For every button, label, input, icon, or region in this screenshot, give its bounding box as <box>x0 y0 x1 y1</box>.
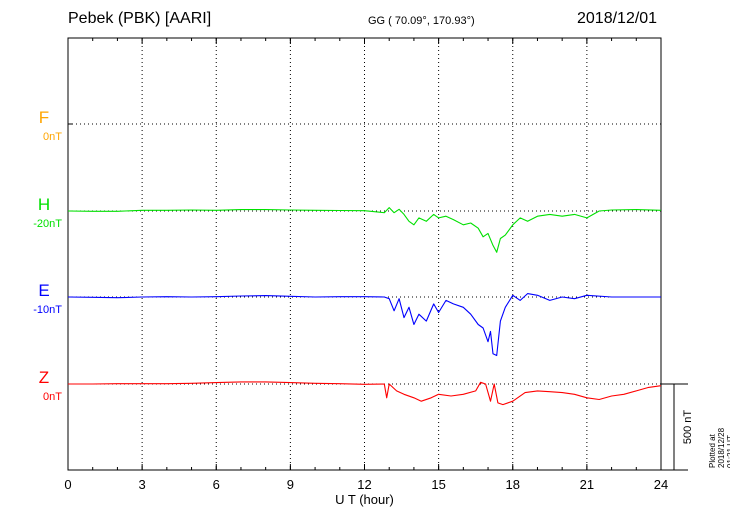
scale-bar-label: 500 nT <box>682 410 694 445</box>
x-tick-label: 0 <box>64 477 71 492</box>
plotted-timestamp: Plotted at 2018/12/28 01:21 UT <box>708 427 730 468</box>
x-tick-label: 12 <box>357 477 371 492</box>
series-line-h <box>67 207 662 253</box>
x-tick-label: 24 <box>654 477 668 492</box>
x-tick-label: 21 <box>580 477 594 492</box>
x-axis-label: U T (hour) <box>335 492 394 507</box>
x-tick-label: 18 <box>506 477 520 492</box>
series-label-z: Z <box>39 368 49 387</box>
geo-coordinates: GG ( 70.09°, 170.93°) <box>368 15 475 27</box>
x-tick-label: 3 <box>139 477 146 492</box>
series-label-h: H <box>38 195 50 214</box>
chart-date: 2018/12/01 <box>577 10 658 27</box>
x-tick-label: 15 <box>431 477 445 492</box>
x-tick-label: 6 <box>213 477 220 492</box>
series-offset-h: -20nT <box>33 218 62 230</box>
series-line-z <box>68 381 662 406</box>
series-offset-z: 0nT <box>43 391 62 403</box>
series-label-f: F <box>39 108 49 127</box>
series-line-e <box>67 293 661 357</box>
x-tick-label: 9 <box>287 477 294 492</box>
series-label-e: E <box>38 281 49 300</box>
series-offset-f: 0nT <box>43 131 62 143</box>
station-title: Pebek (PBK) [AARI] <box>68 10 212 27</box>
series-offset-e: -10nT <box>33 304 62 316</box>
